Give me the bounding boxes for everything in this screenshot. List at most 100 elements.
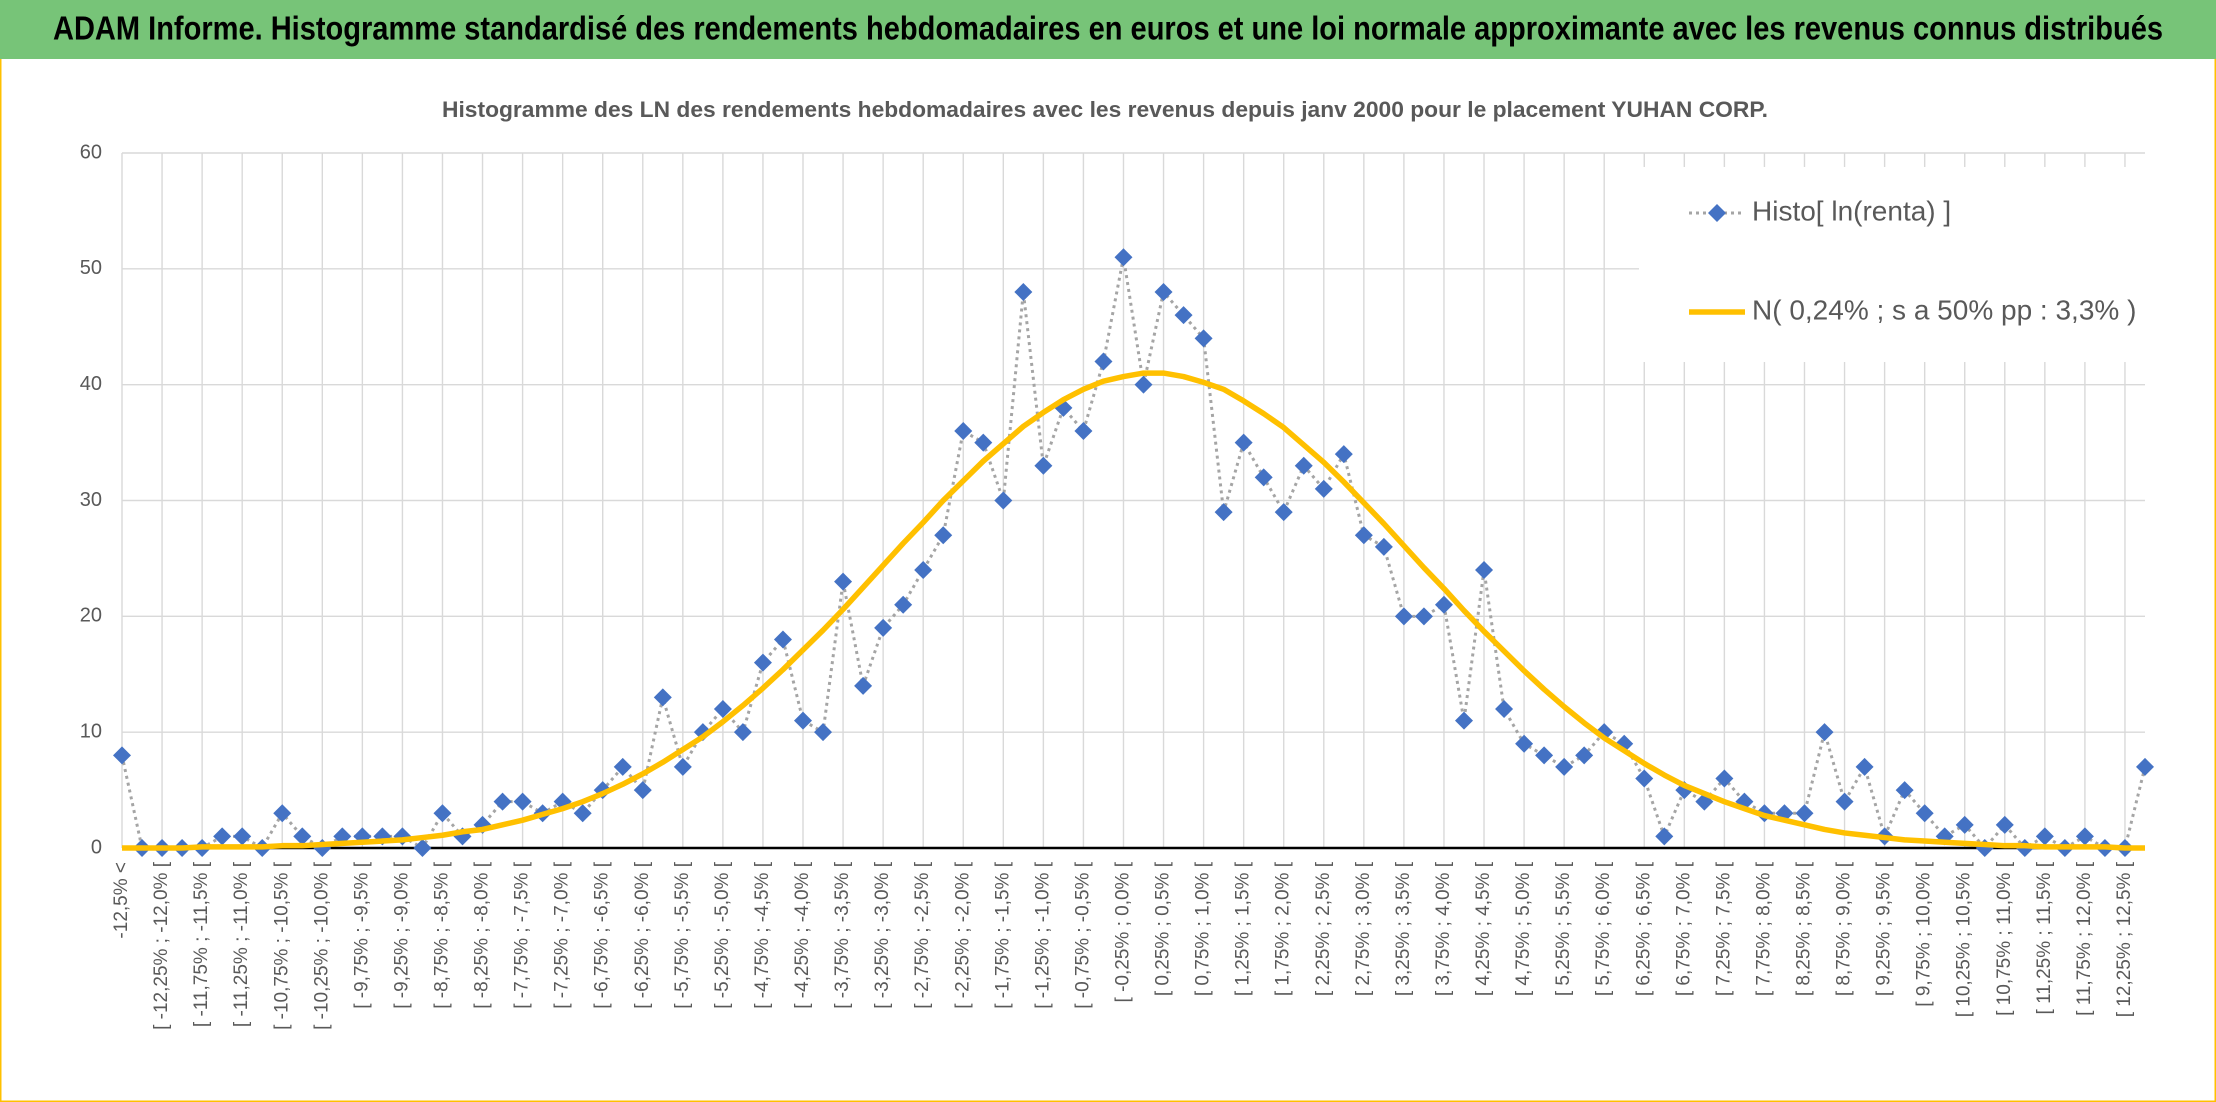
x-tick-label: [ 0,25% ; 0,5% [ — [1153, 861, 1174, 996]
x-tick-label: [ -0,25% ; 0,0% [ — [1113, 861, 1134, 1002]
x-tick-label: -12,5% < — [111, 862, 132, 939]
data-point — [1575, 746, 1594, 765]
data-point — [1715, 769, 1734, 788]
header-bar — [0, 0, 2216, 59]
data-point — [1294, 456, 1313, 475]
data-point — [1354, 526, 1373, 545]
x-tick-label: [ -4,25% ; -4,0% [ — [792, 861, 813, 1009]
x-tick-label: [ 5,25% ; 5,5% [ — [1553, 861, 1574, 996]
data-point — [1134, 375, 1153, 394]
y-tick-label: 20 — [80, 605, 102, 627]
data-point — [994, 491, 1013, 510]
data-point — [1334, 445, 1353, 464]
x-tick-label: [ -9,75% ; -9,5% [ — [351, 861, 372, 1009]
x-tick-label: [ 1,25% ; 1,5% [ — [1233, 861, 1254, 996]
y-tick-label: 30 — [80, 489, 102, 511]
x-tick-label: [ -7,25% ; -7,0% [ — [552, 861, 573, 1009]
x-tick-label: [ -6,25% ; -6,0% [ — [632, 861, 653, 1009]
data-point — [1815, 723, 1834, 742]
data-point — [974, 433, 993, 452]
data-point — [633, 781, 652, 800]
data-point — [1014, 283, 1033, 301]
x-tick-label: [ 3,75% ; 4,0% [ — [1433, 861, 1454, 996]
data-point — [1274, 503, 1293, 522]
x-tick-label: [ -3,25% ; -3,0% [ — [872, 861, 893, 1009]
series-line — [122, 370, 2145, 851]
data-point — [1234, 433, 1253, 452]
data-point — [874, 618, 893, 637]
x-tick-label: [ 8,25% ; 8,5% [ — [1794, 861, 1815, 996]
data-point — [894, 595, 913, 614]
x-tick-label: [ -6,75% ; -6,5% [ — [592, 861, 613, 1009]
chart-title: Histogramme des LN des rendements hebdom… — [442, 97, 1768, 122]
data-point — [613, 757, 632, 776]
data-point — [2136, 757, 2154, 776]
x-tick-label: [ -9,25% ; -9,0% [ — [391, 861, 412, 1009]
legend-marker — [1708, 204, 1726, 222]
y-tick-label: 60 — [80, 141, 102, 163]
x-tick-label: [ 10,25% ; 10,5% [ — [1954, 861, 1975, 1017]
x-tick-label: [ 9,75% ; 10,0% [ — [1914, 861, 1935, 1006]
data-point — [1314, 479, 1333, 498]
data-point — [733, 723, 752, 742]
data-point — [1915, 804, 1934, 823]
data-point — [1094, 352, 1113, 371]
x-tick-label: [ -2,75% ; -2,5% [ — [912, 861, 933, 1009]
x-tick-label: [ -2,25% ; -2,0% [ — [952, 861, 973, 1009]
x-tick-label: [ 12,25% ; 12,5% [ — [2114, 861, 2135, 1017]
x-tick-label: [ 11,25% ; 11,5% [ — [2034, 861, 2055, 1014]
data-point — [1475, 561, 1494, 579]
legend-label: Histo[ ln(renta) ] — [1752, 195, 1951, 226]
x-tick-label: [ 2,25% ; 2,5% [ — [1313, 861, 1334, 996]
data-point — [934, 526, 953, 545]
data-point — [914, 561, 933, 579]
data-point — [1955, 815, 1974, 834]
x-tick-label: [ 6,25% ; 6,5% [ — [1633, 861, 1654, 996]
data-point — [433, 804, 452, 823]
data-point — [513, 792, 532, 811]
x-tick-label: [ 8,75% ; 9,0% [ — [1834, 861, 1855, 996]
data-point — [1434, 595, 1453, 614]
legend-box — [1639, 167, 2145, 362]
data-point — [653, 688, 672, 707]
data-point — [854, 676, 873, 695]
y-tick-label: 40 — [80, 373, 102, 395]
data-point — [753, 653, 772, 672]
x-tick-label: [ 6,75% ; 7,0% [ — [1673, 861, 1694, 996]
x-tick-label: [ -7,75% ; -7,5% [ — [512, 861, 533, 1009]
x-tick-label: [ 10,75% ; 11,0% [ — [1994, 861, 2015, 1016]
data-point — [293, 827, 312, 846]
data-point — [1555, 757, 1574, 776]
data-point — [1114, 248, 1133, 267]
data-point — [1154, 283, 1173, 301]
data-point — [1995, 815, 2014, 834]
data-point — [794, 711, 813, 730]
data-point — [1074, 422, 1093, 440]
header-title: ADAM Informe. Histogramme standardisé de… — [53, 10, 2163, 47]
data-point — [1535, 746, 1554, 765]
data-point — [1034, 456, 1053, 475]
x-tick-label: [ -11,25% ; -11,0% [ — [231, 861, 252, 1027]
data-point — [1795, 804, 1814, 823]
data-point — [213, 827, 232, 846]
x-tick-label: [ -10,25% ; -10,0% [ — [311, 861, 332, 1030]
data-point — [834, 572, 853, 591]
x-tick-label: [ 2,75% ; 3,0% [ — [1353, 861, 1374, 996]
data-point — [1495, 700, 1514, 718]
data-point — [233, 827, 252, 846]
x-tick-label: [ -8,75% ; -8,5% [ — [431, 861, 452, 1009]
x-tick-label: [ 7,25% ; 7,5% [ — [1713, 861, 1734, 996]
legend-label: N( 0,24% ; s a 50% pp : 3,3% ) — [1752, 294, 2136, 325]
x-tick-label: [ -11,75% ; -11,5% [ — [191, 861, 212, 1027]
data-point — [773, 630, 792, 649]
data-point — [954, 422, 973, 440]
data-point — [1635, 769, 1654, 788]
x-tick-label: [ -12,25% ; -12,0% [ — [151, 861, 172, 1030]
data-point — [1835, 792, 1854, 811]
data-point — [1855, 757, 1874, 776]
data-point — [2075, 827, 2094, 846]
data-point — [1655, 827, 1674, 846]
x-tick-label: [ 0,75% ; 1,0% [ — [1193, 861, 1214, 996]
data-point — [814, 723, 833, 742]
